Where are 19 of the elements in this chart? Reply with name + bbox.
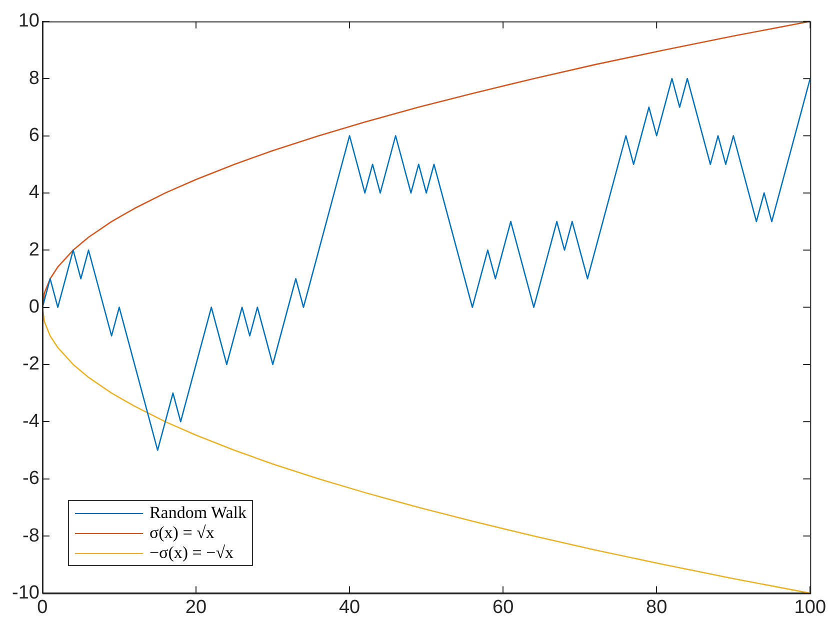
y-tick-label: -4 (22, 410, 40, 432)
y-tick-label: -6 (22, 468, 40, 490)
y-tick-label: -2 (22, 354, 40, 375)
x-tick-label: 20 (185, 596, 207, 618)
x-tick-label: 40 (338, 596, 360, 618)
x-tick-label: 100 (794, 596, 826, 618)
y-tick-label: 8 (28, 68, 40, 89)
y-tick-label: -10 (12, 582, 40, 604)
y-tick-label: 10 (18, 10, 40, 32)
legend-label: −σ(x) = −√x (149, 543, 234, 564)
legend-label: Random Walk (149, 503, 246, 524)
y-tick-label: 6 (28, 124, 40, 146)
y-tick-label: -8 (22, 525, 40, 546)
y-tick-label: 2 (28, 239, 40, 260)
x-tick-label: 60 (492, 596, 514, 618)
y-tick-label: 4 (28, 182, 40, 204)
legend-label: σ(x) = √x (149, 523, 214, 544)
x-tick-label: 80 (646, 596, 668, 618)
y-tick-label: 0 (28, 296, 40, 318)
